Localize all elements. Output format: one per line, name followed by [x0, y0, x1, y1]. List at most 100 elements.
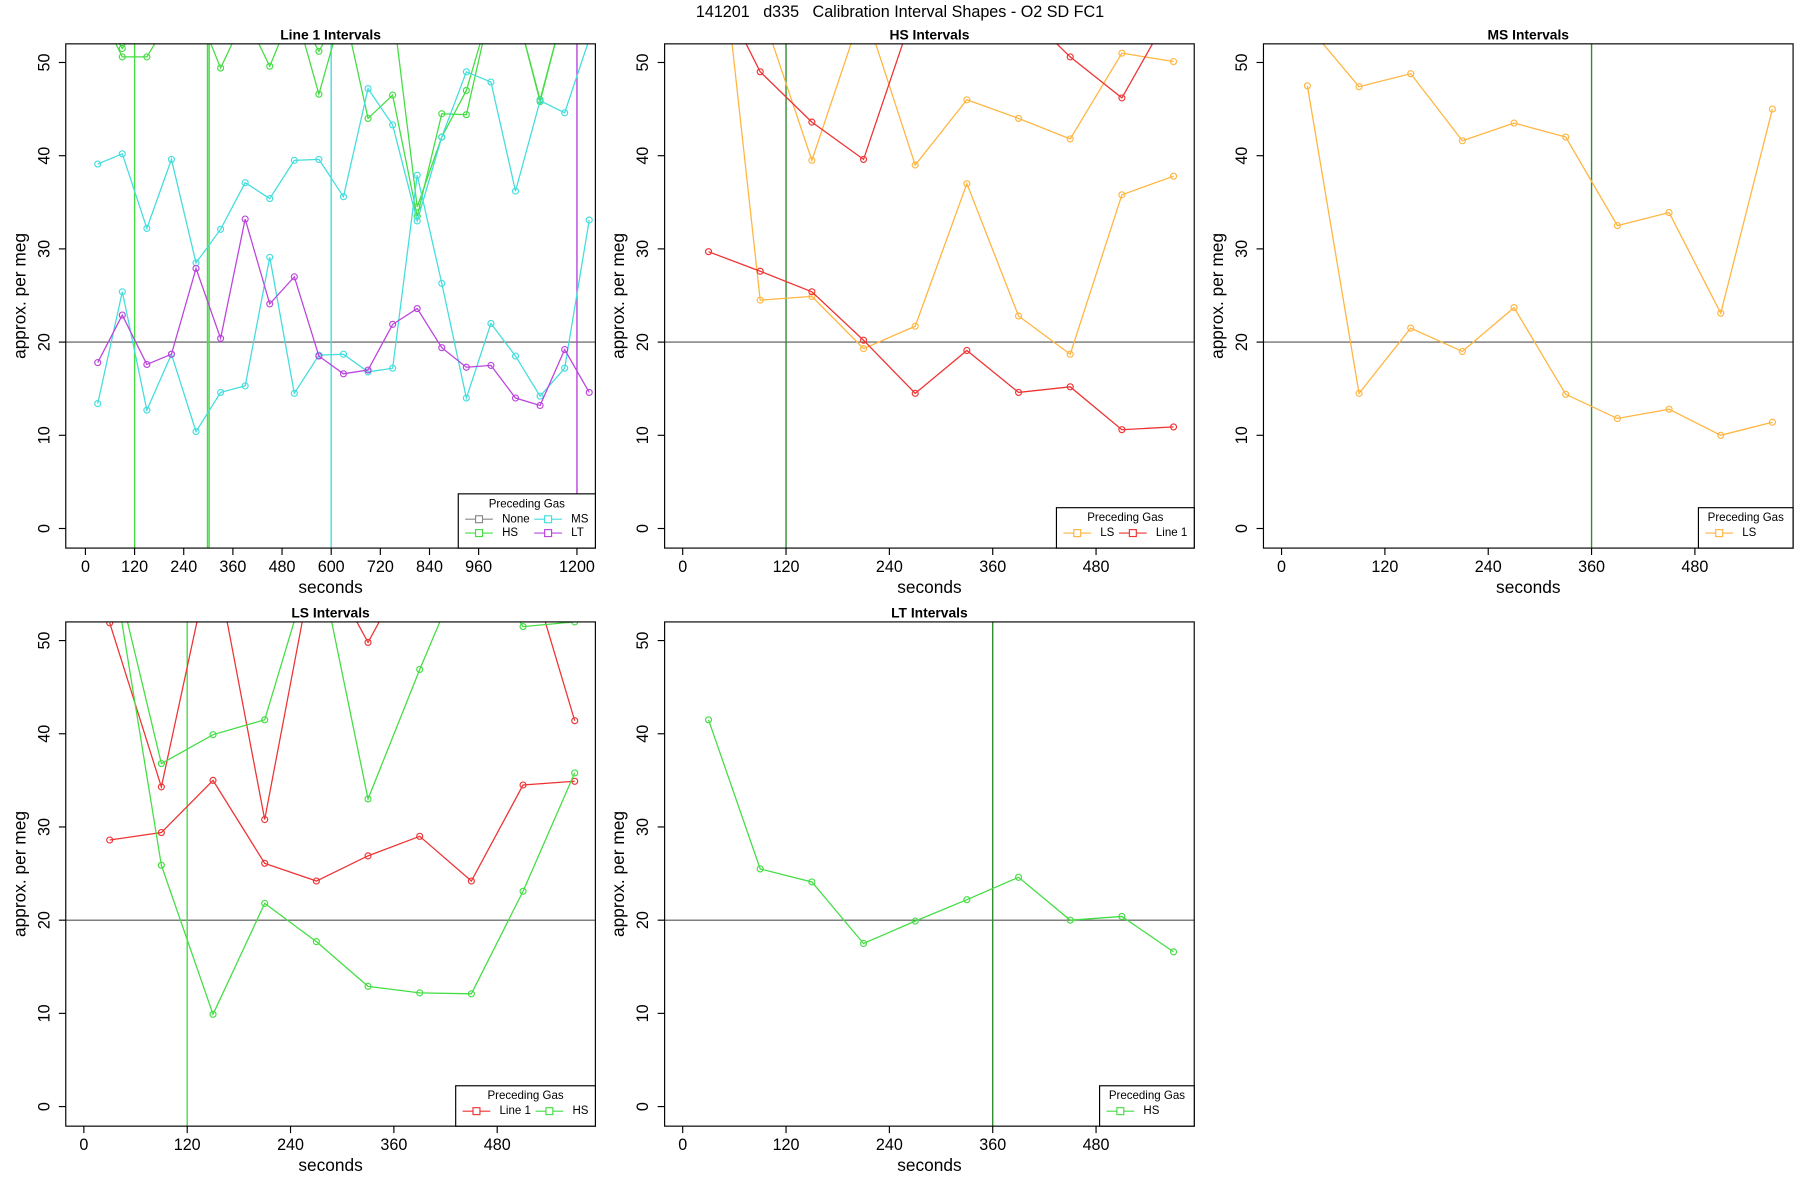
panel-title: LT Intervals — [891, 605, 968, 621]
x-tick-label: 360 — [1578, 558, 1605, 576]
series-line — [772, 43, 1174, 167]
data-point — [241, 215, 249, 223]
legend: Preceding Gas HS — [1099, 1085, 1195, 1127]
data-point — [106, 836, 114, 844]
plot-frame — [664, 621, 1195, 1127]
data-point — [585, 216, 593, 224]
data-point — [536, 401, 544, 410]
data-point — [1169, 423, 1178, 431]
x-axis-label: seconds — [897, 1155, 962, 1175]
data-point — [157, 861, 165, 869]
data-point — [808, 118, 816, 126]
data-point — [143, 406, 151, 414]
data-point — [209, 731, 217, 739]
data-point — [963, 96, 971, 104]
legend-title: Preceding Gas — [1087, 512, 1163, 524]
y-axis-label: approx. per meg — [608, 811, 628, 937]
y-tick-label: 50 — [35, 632, 53, 650]
y-tick-label: 30 — [634, 818, 652, 836]
data-point — [1407, 324, 1415, 332]
x-tick-label: 480 — [1083, 558, 1110, 576]
data-point — [562, 4, 568, 10]
series-line — [109, 779, 575, 883]
data-point — [438, 344, 446, 352]
data-point — [413, 217, 421, 225]
data-point — [1717, 309, 1725, 317]
data-point — [511, 394, 520, 402]
data-point — [586, 4, 592, 10]
data-point — [157, 828, 165, 837]
data-point — [417, 544, 423, 550]
data-point — [1768, 418, 1776, 426]
data-point — [859, 155, 868, 163]
data-point — [859, 336, 868, 344]
data-point — [261, 716, 269, 724]
data-point — [168, 13, 174, 19]
data-point — [94, 400, 102, 408]
y-tick-label: 20 — [634, 911, 652, 929]
data-point — [118, 53, 126, 61]
x-tick-label: 360 — [979, 1136, 1006, 1154]
y-tick-label: 20 — [35, 911, 53, 929]
data-point — [217, 64, 225, 72]
x-tick-label: 120 — [121, 558, 148, 576]
y-axis-label: approx. per meg — [608, 233, 628, 359]
legend-swatch — [472, 1107, 481, 1116]
data-point — [1066, 53, 1074, 61]
x-tick-label: 120 — [1371, 558, 1398, 576]
legend-swatch — [474, 515, 484, 524]
data-point — [210, 544, 216, 550]
legend-label: LT — [571, 527, 584, 539]
panel-title: HS Intervals — [889, 26, 969, 42]
data-point — [94, 160, 102, 168]
plot-area — [1263, 43, 1794, 549]
data-point — [1768, 105, 1776, 113]
data-point — [513, 4, 519, 10]
data-point — [808, 156, 816, 164]
y-tick-label: 20 — [1233, 333, 1251, 351]
data-point — [118, 311, 126, 319]
data-point — [586, 36, 592, 42]
y-tick-label: 50 — [1233, 53, 1251, 71]
legend: Preceding Gas LS — [1697, 507, 1794, 549]
data-point — [462, 111, 470, 119]
data-point — [519, 781, 527, 789]
data-point — [1355, 389, 1363, 397]
data-point — [1118, 49, 1126, 57]
data-point — [167, 155, 176, 163]
data-point — [1303, 82, 1311, 90]
data-point — [1014, 114, 1023, 122]
x-tick-label: 0 — [1277, 558, 1286, 576]
y-tick-label: 30 — [1233, 240, 1251, 258]
data-point — [242, 4, 248, 10]
y-axis-label: approx. per meg — [1207, 233, 1227, 359]
data-point — [118, 44, 126, 53]
data-point — [963, 896, 971, 904]
data-point — [364, 795, 372, 803]
data-point — [339, 193, 348, 201]
legend-frame — [1055, 507, 1195, 549]
data-point — [192, 264, 200, 273]
data-point — [416, 832, 424, 840]
x-tick-label: 720 — [367, 558, 394, 576]
plot-frame — [664, 43, 1195, 549]
data-point — [467, 877, 475, 885]
data-point — [487, 361, 495, 369]
data-point — [1118, 191, 1126, 199]
data-point — [1169, 172, 1178, 180]
data-point — [462, 394, 470, 402]
data-point — [1717, 431, 1725, 439]
legend-frame — [1099, 1085, 1195, 1127]
legend-frame — [1697, 507, 1794, 549]
data-point — [808, 288, 816, 296]
data-point — [364, 852, 372, 860]
data-point — [107, 544, 113, 550]
data-point — [290, 156, 298, 164]
data-point — [193, 4, 199, 10]
data-point — [106, 621, 114, 627]
data-point — [261, 859, 269, 867]
data-point — [241, 179, 249, 187]
legend-swatch — [1128, 529, 1137, 538]
data-point — [315, 90, 323, 98]
data-point — [1118, 426, 1126, 434]
